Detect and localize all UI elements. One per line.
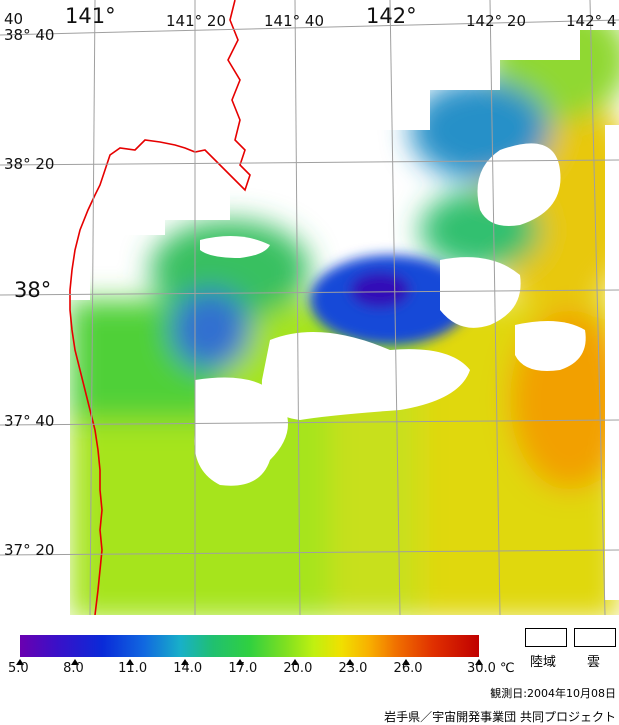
credit-line: 岩手県／宇宙開発事業団 共同プロジェクト: [384, 710, 616, 724]
legend: ℃ 陸域 雲 観測日:2004年10月08日 岩手県／宇宙開発事業団 共同プロジ…: [0, 615, 619, 725]
lat-38-40-label: 38° 40: [4, 26, 55, 44]
lat-38-20-label: 38° 20: [4, 155, 55, 173]
lat-37-40-label: 37° 40: [4, 412, 55, 430]
temperature-colorbar: [20, 635, 479, 657]
colorbar-tick-label: 14.0: [173, 661, 203, 676]
cloud-label: 雲: [587, 655, 601, 670]
colorbar-tick-label: 20.0: [283, 661, 313, 676]
colorbar-tick-mark: [346, 659, 355, 665]
colorbar-tick-mark: [126, 659, 135, 665]
colorbar-tick-mark: [236, 659, 245, 665]
lon-142-label: 142°: [366, 4, 417, 28]
lat-37-20-label: 37° 20: [4, 541, 55, 559]
coastline: [69, 0, 251, 615]
colorbar-tick-mark: [16, 659, 24, 665]
lon-141-label: 141°: [65, 4, 116, 28]
corner-label: 40: [4, 10, 24, 28]
colorbar-tick-mark: [71, 659, 80, 665]
colorbar-tick-mark: [291, 659, 300, 665]
colorbar-tick-label: 8.0: [63, 661, 84, 676]
lon-141-40-label: 141° 40: [264, 12, 324, 30]
colorbar-tick-label: 17.0: [228, 661, 258, 676]
colorbar-tick-mark: [475, 659, 483, 665]
colorbar-tick-label: 23.0: [338, 661, 368, 676]
colorbar-tick-label: 30.0: [467, 661, 496, 676]
lon-141-20-label: 141° 20: [166, 12, 226, 30]
colorbar-tick-label: 26.0: [393, 661, 423, 676]
colorbar-tick-label: 11.0: [118, 661, 148, 676]
cloud-swatch: [574, 628, 616, 647]
graticule: [0, 0, 619, 615]
unit-label: ℃: [500, 661, 515, 676]
colorbar-tick-mark: [401, 659, 410, 665]
colorbar-tick-mark: [181, 659, 190, 665]
colorbar-tick-label: 5.0: [8, 661, 29, 676]
land-label: 陸域: [530, 655, 557, 670]
cloud-areas: [0, 0, 619, 615]
lon-142-20-label: 142° 20: [466, 12, 526, 30]
observation-date: 観測日:2004年10月08日: [490, 687, 616, 700]
sea-surface-temperature-map: [0, 0, 619, 615]
land-swatch: [525, 628, 567, 647]
lat-38-label: 38°: [14, 278, 52, 302]
lon-142-40-label: 142° 4: [566, 12, 617, 30]
